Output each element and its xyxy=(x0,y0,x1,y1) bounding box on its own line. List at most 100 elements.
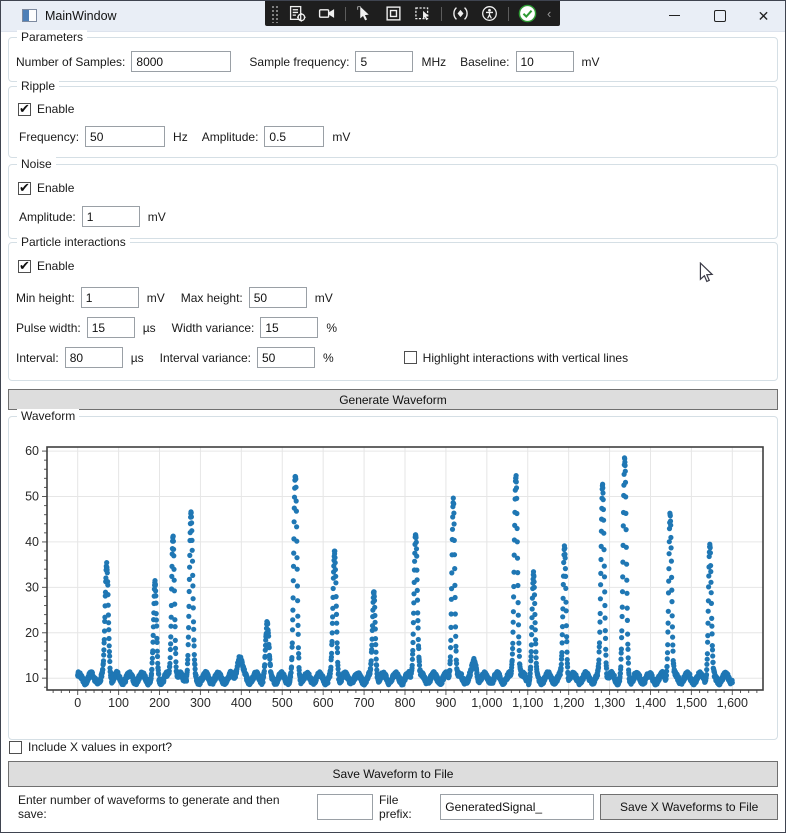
window-title: MainWindow xyxy=(45,9,117,23)
samples-label: Number of Samples: xyxy=(16,55,125,69)
samples-input[interactable] xyxy=(131,51,231,72)
waveform-plot[interactable]: 0 100 200 300 400 500 600 700 800 900 1,000 1,100 1,… xyxy=(11,429,777,723)
screen-capture-icon[interactable] xyxy=(316,3,337,24)
pulse-width-input[interactable] xyxy=(87,317,135,338)
group-title: Parameters xyxy=(17,30,87,44)
max-height-label: Max height: xyxy=(181,291,243,305)
live-visual-tree-icon[interactable] xyxy=(287,3,308,24)
check-icon: ✔ xyxy=(19,259,30,272)
close-button[interactable]: ✕ xyxy=(741,1,786,30)
ripple-amplitude-unit: mV xyxy=(332,130,350,144)
width-variance-input[interactable] xyxy=(260,317,318,338)
svg-text:1,500: 1,500 xyxy=(676,696,707,710)
toolbar-drag-grip-icon[interactable] xyxy=(270,4,279,23)
svg-text:1,200: 1,200 xyxy=(553,696,584,710)
group-title: Waveform xyxy=(17,409,79,423)
svg-text:500: 500 xyxy=(272,696,293,710)
close-icon: ✕ xyxy=(758,9,770,23)
waveform-count-input[interactable] xyxy=(317,794,373,820)
svg-text:800: 800 xyxy=(395,696,416,710)
batch-save-row: Enter number of waveforms to generate an… xyxy=(8,793,778,820)
minimize-icon xyxy=(669,15,680,16)
svg-text:0: 0 xyxy=(74,696,81,710)
svg-text:200: 200 xyxy=(149,696,170,710)
check-icon: ✔ xyxy=(19,102,30,115)
svg-text:60: 60 xyxy=(25,444,39,458)
noise-enable-label: Enable xyxy=(37,181,74,195)
max-height-input[interactable] xyxy=(249,287,307,308)
interval-variance-input[interactable] xyxy=(257,347,315,368)
hot-reload-icon[interactable] xyxy=(450,3,471,24)
group-title: Noise xyxy=(17,157,56,171)
hot-reload-status-ok-icon[interactable] xyxy=(517,3,538,24)
pulse-width-unit: µs xyxy=(143,321,156,335)
noise-group: Noise ✔ Enable Amplitude: mV xyxy=(8,164,778,239)
parameters-group: Parameters Number of Samples: Sample fre… xyxy=(8,37,778,82)
save-x-waveforms-button[interactable]: Save X Waveforms to File xyxy=(600,794,778,820)
baseline-label: Baseline: xyxy=(460,55,509,69)
include-x-row: ✔ Include X values in export? xyxy=(9,740,172,754)
svg-text:1,000: 1,000 xyxy=(471,696,502,710)
ripple-frequency-input[interactable] xyxy=(85,126,165,147)
noise-amplitude-input[interactable] xyxy=(82,206,140,227)
title-bar[interactable]: MainWindow xyxy=(1,1,785,32)
svg-text:10: 10 xyxy=(25,671,39,685)
batch-count-label: Enter number of waveforms to generate an… xyxy=(18,793,311,821)
track-focused-element-icon[interactable] xyxy=(412,3,433,24)
interval-unit: µs xyxy=(131,351,144,365)
svg-text:600: 600 xyxy=(313,696,334,710)
include-x-checkbox[interactable]: ✔ xyxy=(9,741,22,754)
svg-text:100: 100 xyxy=(108,696,129,710)
svg-text:400: 400 xyxy=(231,696,252,710)
main-window: MainWindow xyxy=(0,0,786,833)
highlight-interactions-checkbox[interactable]: ✔ xyxy=(404,351,417,364)
min-height-input[interactable] xyxy=(81,287,139,308)
max-height-unit: mV xyxy=(315,291,333,305)
particle-enable-label: Enable xyxy=(37,259,74,273)
file-prefix-input[interactable] xyxy=(440,794,594,820)
svg-text:300: 300 xyxy=(190,696,211,710)
ripple-enable-checkbox[interactable]: ✔ xyxy=(18,103,31,116)
svg-text:900: 900 xyxy=(435,696,456,710)
save-waveform-button[interactable]: Save Waveform to File xyxy=(8,761,778,787)
sample-frequency-input[interactable] xyxy=(355,51,413,72)
svg-text:1,100: 1,100 xyxy=(512,696,543,710)
particle-enable-checkbox[interactable]: ✔ xyxy=(18,260,31,273)
ripple-amplitude-label: Amplitude: xyxy=(202,130,259,144)
toolbar-separator xyxy=(345,7,346,21)
svg-text:30: 30 xyxy=(25,580,39,594)
width-variance-label: Width variance: xyxy=(172,321,255,335)
pulse-width-label: Pulse width: xyxy=(16,321,81,335)
waveform-group: Waveform 01002003004005006007008009001,0… xyxy=(8,416,778,740)
include-x-label: Include X values in export? xyxy=(28,740,172,754)
file-prefix-label: File prefix: xyxy=(379,793,434,821)
min-height-label: Min height: xyxy=(16,291,75,305)
svg-text:1,300: 1,300 xyxy=(594,696,625,710)
sample-frequency-unit: MHz xyxy=(421,55,446,69)
svg-text:50: 50 xyxy=(25,490,39,504)
maximize-icon xyxy=(714,10,726,22)
svg-text:20: 20 xyxy=(25,626,39,640)
ripple-amplitude-input[interactable] xyxy=(264,126,324,147)
interval-variance-label: Interval variance: xyxy=(160,351,251,365)
interval-input[interactable] xyxy=(65,347,123,368)
maximize-button[interactable] xyxy=(697,1,742,30)
display-layout-adornments-icon[interactable] xyxy=(383,3,404,24)
toolbar-separator xyxy=(508,7,509,21)
noise-enable-checkbox[interactable]: ✔ xyxy=(18,182,31,195)
select-element-icon[interactable] xyxy=(354,3,375,24)
noise-amplitude-label: Amplitude: xyxy=(19,210,76,224)
svg-text:1,600: 1,600 xyxy=(717,696,748,710)
app-icon xyxy=(22,9,37,22)
generate-waveform-button[interactable]: Generate Waveform xyxy=(8,389,778,410)
svg-text:700: 700 xyxy=(354,696,375,710)
minimize-button[interactable] xyxy=(652,1,697,30)
accessibility-checker-icon[interactable] xyxy=(479,3,500,24)
interval-label: Interval: xyxy=(16,351,59,365)
xaml-debug-toolbar: ‹ xyxy=(265,1,560,26)
highlight-interactions-label: Highlight interactions with vertical lin… xyxy=(423,351,628,365)
check-icon: ✔ xyxy=(19,181,30,194)
collapse-chevron-icon[interactable]: ‹ xyxy=(546,6,552,21)
baseline-input[interactable] xyxy=(516,51,574,72)
svg-text:1,400: 1,400 xyxy=(635,696,666,710)
